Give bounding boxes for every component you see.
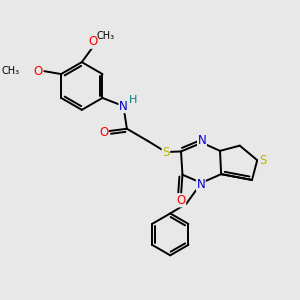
Text: N: N bbox=[196, 178, 205, 191]
Text: O: O bbox=[99, 126, 108, 139]
Text: O: O bbox=[176, 194, 186, 207]
Text: N: N bbox=[198, 134, 206, 147]
Text: H: H bbox=[128, 95, 137, 105]
Text: O: O bbox=[33, 65, 43, 78]
Text: CH₃: CH₃ bbox=[96, 31, 114, 41]
Text: CH₃: CH₃ bbox=[2, 66, 20, 76]
Text: O: O bbox=[88, 35, 98, 48]
Text: S: S bbox=[162, 146, 169, 158]
Text: N: N bbox=[119, 100, 128, 112]
Text: S: S bbox=[259, 154, 266, 167]
